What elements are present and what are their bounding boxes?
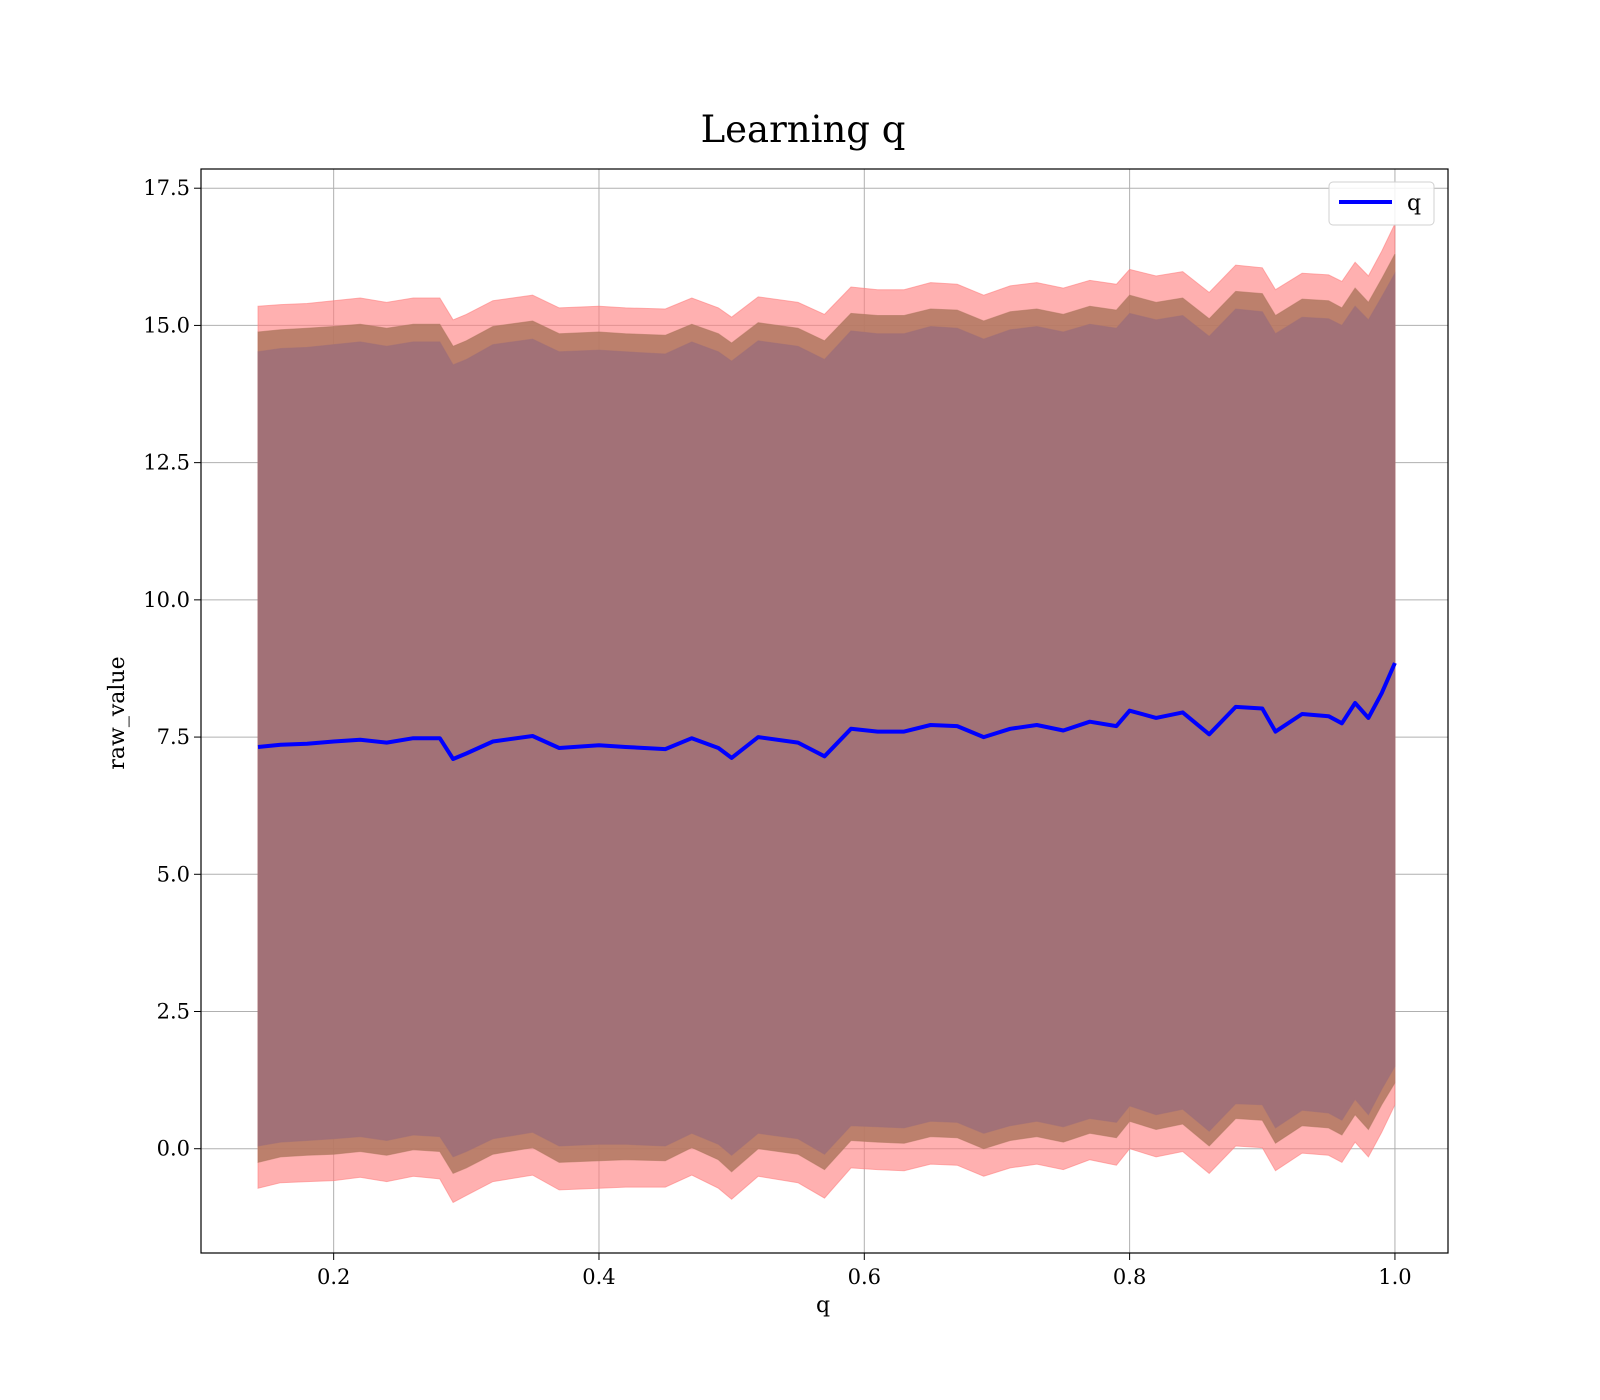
axes-frame <box>200 168 1449 1254</box>
x-tick-label: 0.8 <box>1113 1265 1146 1289</box>
y-tick-label: 5.0 <box>157 862 190 886</box>
legend: q <box>1328 181 1435 226</box>
y-tick-label: 10.0 <box>143 588 190 612</box>
plot-area: 0.0 2.5 5.0 7.5 10.0 12.5 15.0 17.5 0.2 0.4 0.6 0.8… <box>143 168 1449 1289</box>
chart-title: Learning q <box>701 108 906 151</box>
y-tick-label: 2.5 <box>157 1000 190 1024</box>
legend-label-q: q <box>1407 191 1421 216</box>
x-tick-label: 0.4 <box>582 1265 615 1289</box>
series-line-q <box>257 662 1397 761</box>
confidence-band-inner <box>257 271 1396 1158</box>
x-tick-label: 1.0 <box>1378 1265 1411 1289</box>
y-tick-label: 7.5 <box>157 725 190 749</box>
x-axis-title: q <box>816 1293 830 1318</box>
y-tick-label: 0.0 <box>157 1137 190 1161</box>
x-tick-label: 0.6 <box>848 1265 881 1289</box>
y-tick-label: 17.5 <box>143 176 190 200</box>
x-tick-label: 0.2 <box>317 1265 350 1289</box>
y-axis-title: raw_value <box>105 656 130 769</box>
y-tick-label: 12.5 <box>143 451 190 475</box>
y-tick-label: 15.0 <box>143 313 190 337</box>
